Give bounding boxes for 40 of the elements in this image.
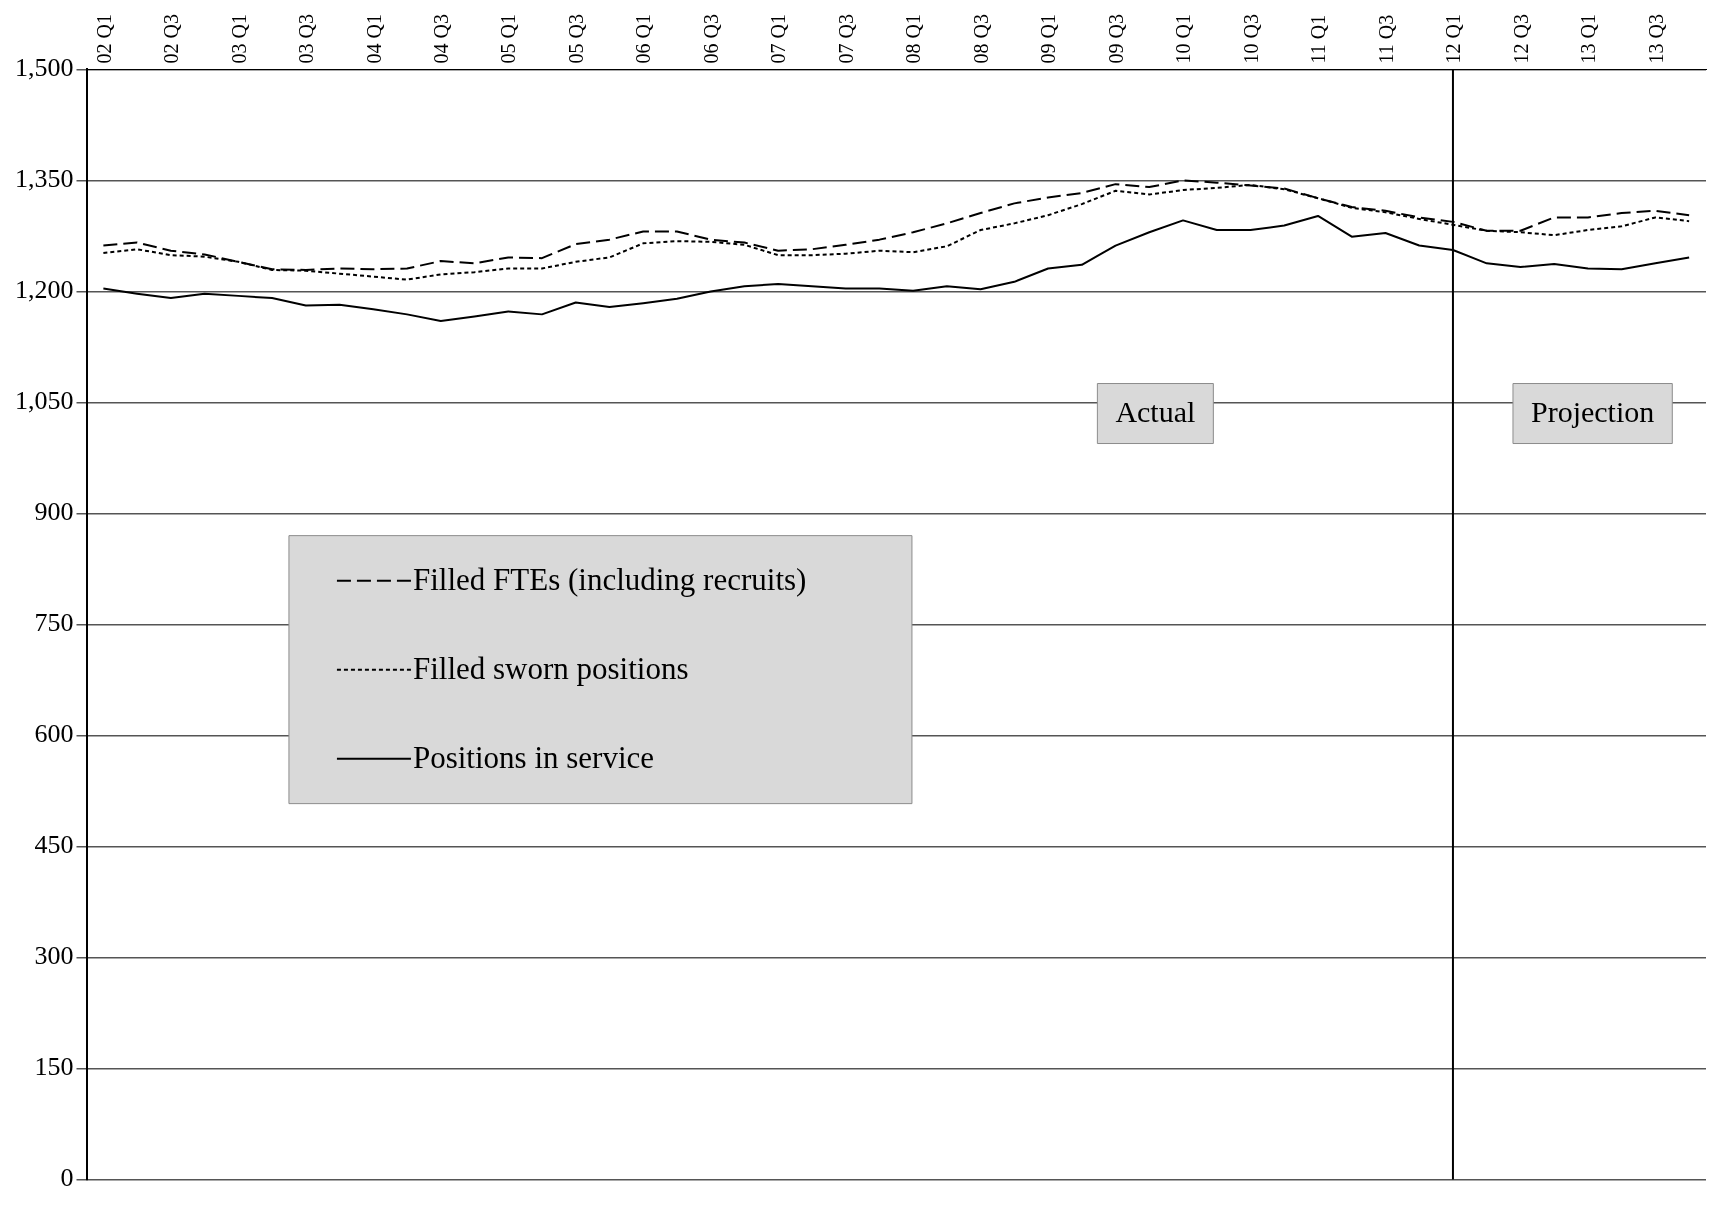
x-tick-label: 02 Q1 [92, 13, 115, 64]
legend-label: Positions in service [412, 739, 655, 775]
y-tick-label: 1,350 [15, 164, 74, 194]
x-tick-label: 08 Q1 [902, 13, 925, 64]
x-tick-label: 12 Q1 [1442, 13, 1465, 64]
x-tick-label: 08 Q3 [969, 13, 992, 64]
x-tick-label: 10 Q3 [1239, 13, 1262, 64]
x-tick-label: 11 Q3 [1374, 14, 1397, 64]
y-tick-label: 1,500 [15, 53, 74, 83]
y-tick-label: 450 [34, 830, 74, 860]
x-tick-label: 11 Q1 [1307, 14, 1330, 64]
x-tick-label: 13 Q3 [1644, 13, 1667, 64]
x-tick-label: 03 Q3 [295, 13, 318, 64]
x-tick-label: 06 Q1 [632, 13, 655, 64]
x-tick-label: 06 Q3 [699, 13, 722, 64]
y-tick-label: 300 [34, 941, 74, 971]
x-tick-label: 12 Q3 [1509, 13, 1532, 64]
x-tick-label: 07 Q3 [834, 13, 857, 64]
legend-label: Filled sworn positions [412, 650, 689, 686]
x-tick-label: 04 Q3 [430, 13, 453, 64]
x-tick-label: 03 Q1 [227, 13, 250, 64]
y-tick-label: 1,200 [15, 275, 74, 305]
y-tick-label: 1,050 [15, 386, 74, 416]
y-tick-label: 900 [34, 497, 74, 527]
x-tick-label: 05 Q3 [564, 13, 587, 64]
x-tick-label: 04 Q1 [362, 13, 385, 64]
y-tick-label: 150 [34, 1052, 74, 1082]
x-tick-label: 05 Q1 [497, 13, 520, 64]
y-tick-label: 750 [34, 608, 74, 638]
x-tick-label: 10 Q1 [1172, 13, 1195, 64]
x-tick-label: 02 Q3 [160, 13, 183, 64]
annotation: Actual [1115, 395, 1196, 429]
y-tick-label: 600 [34, 719, 74, 749]
annotation: Projection [1530, 395, 1655, 429]
x-tick-label: 09 Q3 [1104, 13, 1127, 64]
y-tick-label: 0 [60, 1163, 74, 1193]
x-tick-label: 13 Q1 [1577, 13, 1600, 64]
legend-label: Filled FTEs (including recruits) [412, 561, 807, 597]
x-tick-label: 07 Q1 [767, 13, 790, 64]
x-tick-label: 09 Q1 [1037, 13, 1060, 64]
